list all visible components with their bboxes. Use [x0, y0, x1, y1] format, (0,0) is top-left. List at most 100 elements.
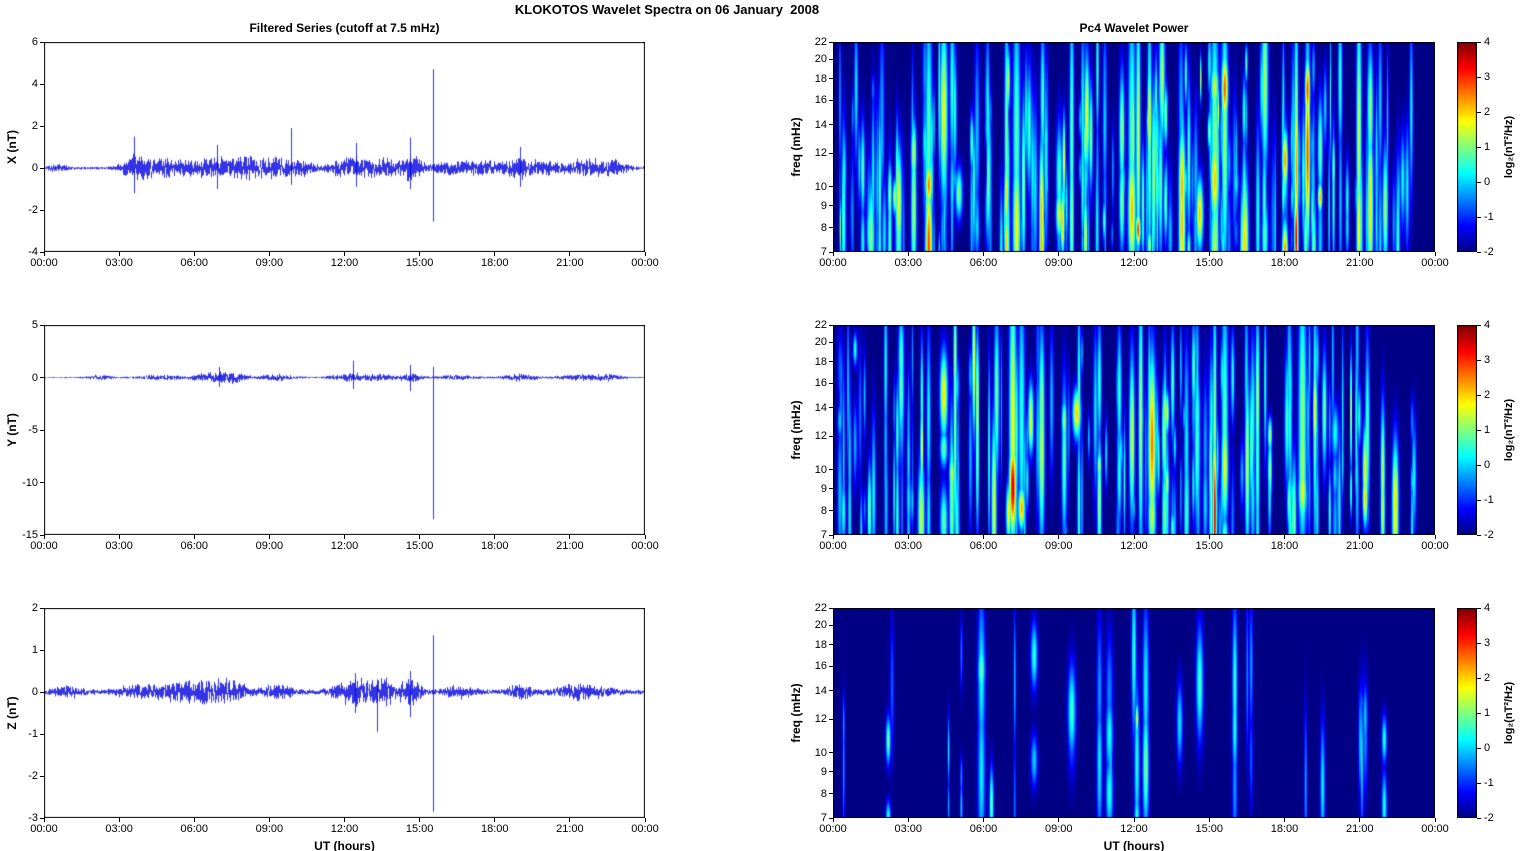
- y-tick-label: 12: [814, 430, 827, 443]
- colorbar-z-gradient: [1457, 608, 1477, 818]
- y-tick-mark: [829, 435, 833, 437]
- wavelet-power-x-spectrogram: [833, 42, 1435, 252]
- x-tick-label: 18:00: [480, 823, 509, 835]
- colorbar-tick-label: 4: [1484, 319, 1491, 331]
- x-tick-mark: [419, 252, 421, 256]
- colorbar-tick-label: 3: [1484, 354, 1491, 366]
- x-tick-label: 18:00: [480, 540, 509, 552]
- x-tick-mark: [644, 252, 646, 256]
- y-tick-label: 12: [814, 713, 827, 726]
- x-tick-mark: [1359, 252, 1361, 256]
- x-tick-label: 03:00: [105, 257, 133, 269]
- y-tick-mark: [40, 324, 44, 326]
- filtered-series-z-plot: [44, 608, 645, 818]
- x-tick-mark: [832, 252, 834, 256]
- colorbar-tick-mark: [1477, 464, 1481, 466]
- colorbar-tick-mark: [1477, 251, 1481, 253]
- panel-filtered-series-y: Y (nT) 00:00 03:00 06:00 09:00 12:00 15:00 18:…: [5, 319, 659, 552]
- y-tick-label: -2: [28, 204, 38, 216]
- x-tick-label: 12:00: [1120, 540, 1148, 552]
- x-tick-mark: [1133, 252, 1135, 256]
- y-tick-mark: [829, 407, 833, 409]
- colorbar-tick-label: -1: [1484, 211, 1494, 223]
- x-tick-label: 18:00: [1270, 540, 1299, 552]
- x-tick-mark: [907, 818, 909, 822]
- y-tick-label: -4: [28, 246, 38, 258]
- x-tick-label: 21:00: [556, 823, 584, 835]
- colorbar-tick-mark: [1477, 747, 1481, 749]
- x-tick-mark: [1359, 818, 1361, 822]
- y-tick-mark: [829, 665, 833, 667]
- colorbar-tick-label: 1: [1484, 707, 1491, 719]
- colorbar-tick-label: 2: [1484, 389, 1491, 401]
- y-tick-label: 9: [820, 765, 827, 778]
- x-tick-mark: [344, 252, 345, 256]
- x-tick-mark: [193, 818, 195, 822]
- y-tick-mark: [829, 341, 833, 343]
- colorbar-tick-mark: [1477, 642, 1481, 644]
- x-tick-label: 12:00: [1120, 823, 1148, 835]
- colorbar-tick-mark: [1477, 607, 1481, 609]
- wavelet-power-z-spectrogram: [833, 608, 1435, 818]
- x-tick-mark: [268, 818, 270, 822]
- x-tick-label: 03:00: [105, 540, 133, 552]
- x-tick-mark: [1434, 535, 1436, 539]
- y-tick-label: 14: [814, 684, 827, 697]
- colorbar-tick-mark: [1477, 111, 1481, 113]
- x-tick-label: 15:00: [405, 540, 434, 552]
- y-tick-label: 0: [31, 686, 38, 698]
- y-tick-mark: [829, 58, 833, 60]
- y-tick-mark: [829, 186, 833, 188]
- x-tick-mark: [1058, 535, 1060, 539]
- y-tick-label: 8: [820, 504, 827, 517]
- x-tick-mark: [983, 818, 984, 822]
- y-tick-mark: [829, 382, 833, 384]
- y-tick-mark: [40, 482, 44, 483]
- y-tick-label: 8: [820, 787, 827, 800]
- y-tick-label: 7: [820, 246, 827, 258]
- y-tick-label: 22: [814, 602, 827, 614]
- x-tick-label: 00:00: [631, 257, 659, 269]
- colorbar-tick-label: -1: [1484, 777, 1494, 789]
- colorbar-tick-mark: [1477, 712, 1481, 714]
- x-tick-label: 00:00: [631, 823, 659, 835]
- x-tick-mark: [419, 818, 421, 822]
- y-tick-label: 5: [31, 319, 38, 331]
- wavelet-power-y-spectrogram: [833, 325, 1435, 535]
- y-tick-mark: [40, 775, 44, 777]
- x-tick-mark: [494, 252, 496, 256]
- colorbar-tick-mark: [1477, 181, 1481, 183]
- y-tick-label: 20: [814, 336, 827, 349]
- y-tick-mark: [829, 99, 833, 101]
- colorbar-tick-mark: [1477, 324, 1481, 326]
- x-tick-label: 03:00: [894, 540, 923, 552]
- x-tick-label: 00:00: [819, 540, 847, 552]
- x-tick-label: 06:00: [969, 540, 998, 552]
- filtered-series-title: Filtered Series (cutoff at 7.5 mHz): [249, 21, 440, 35]
- y-tick-mark: [40, 167, 44, 169]
- y-tick-mark: [829, 817, 833, 819]
- colorbar-tick-label: 3: [1484, 637, 1491, 649]
- y-tick-label: 16: [814, 377, 827, 390]
- panel-wavelet-power-y: freq (mHz) 00:00 03:00 06:00 09:00 12:00 15:0…: [789, 319, 1449, 552]
- y-tick-mark: [829, 251, 833, 253]
- x-tick-mark: [1133, 818, 1135, 822]
- y-tick-label: 18: [814, 355, 827, 368]
- x-tick-mark: [1434, 818, 1436, 822]
- colorbar-tick-label: 4: [1484, 602, 1491, 614]
- y-tick-mark: [40, 41, 44, 43]
- x-tick-label: 15:00: [1195, 540, 1224, 552]
- x-tick-label: 12:00: [330, 257, 359, 269]
- y-tick-mark: [829, 793, 833, 794]
- x-tick-mark: [1284, 535, 1285, 539]
- x-tick-label: 12:00: [330, 823, 359, 835]
- colorbar-tick-mark: [1477, 146, 1481, 148]
- y-tick-label: 10: [814, 180, 827, 193]
- x-tick-label: 21:00: [556, 540, 584, 552]
- x-tick-label: 21:00: [1345, 540, 1374, 552]
- y-tick-mark: [40, 83, 44, 85]
- colorbar-tick-label: 2: [1484, 672, 1491, 684]
- y-tick-mark: [40, 125, 44, 127]
- x-tick-label: 06:00: [969, 257, 998, 269]
- panel-wavelet-power-x: Pc4 Wavelet Power freq (mHz) 00:00 03:00 0…: [789, 21, 1449, 269]
